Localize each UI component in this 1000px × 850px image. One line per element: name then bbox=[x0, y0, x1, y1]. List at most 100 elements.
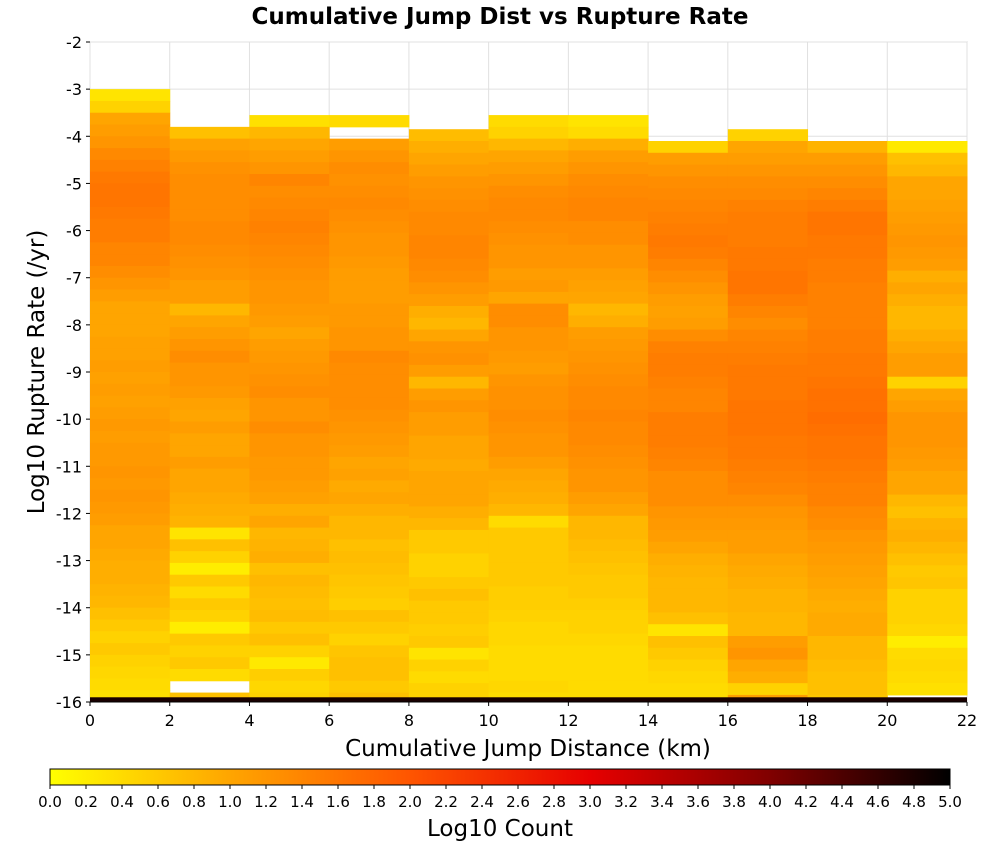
heatmap-cell bbox=[329, 197, 410, 210]
heatmap-cell bbox=[408, 423, 490, 437]
heatmap-cell bbox=[488, 197, 569, 210]
heatmap-cell bbox=[568, 633, 649, 646]
heatmap-cell bbox=[329, 185, 410, 199]
heatmap-cell bbox=[329, 303, 410, 316]
heatmap-cell bbox=[329, 645, 410, 658]
heatmap-cell bbox=[648, 188, 729, 201]
heatmap-cell bbox=[727, 423, 809, 437]
heatmap-cell bbox=[488, 562, 569, 576]
heatmap-cell bbox=[169, 586, 250, 599]
heatmap-cell bbox=[488, 539, 569, 552]
heatmap-cell bbox=[727, 600, 809, 613]
heatmap-cell bbox=[249, 504, 330, 517]
heatmap-cell bbox=[727, 506, 809, 519]
heatmap-cell bbox=[408, 211, 490, 224]
heatmap-cell bbox=[568, 504, 649, 517]
heatmap-cell bbox=[329, 327, 410, 340]
heatmap-cell bbox=[807, 211, 888, 224]
heatmap-cell bbox=[648, 258, 729, 272]
heatmap-cell bbox=[568, 232, 649, 246]
heatmap-cell bbox=[329, 586, 410, 599]
heatmap-cell bbox=[727, 223, 809, 236]
heatmap-cell bbox=[648, 376, 729, 389]
heatmap-cell bbox=[887, 388, 968, 401]
heatmap-cell bbox=[807, 412, 888, 425]
heatmap-cell bbox=[807, 353, 888, 366]
heatmap-cell bbox=[488, 221, 569, 234]
heatmap-cell bbox=[90, 619, 171, 632]
heatmap-cell bbox=[169, 468, 250, 481]
heatmap-cell bbox=[169, 162, 250, 175]
heatmap-cell bbox=[90, 265, 171, 279]
heatmap-cell bbox=[169, 527, 250, 540]
heatmap-cell bbox=[488, 374, 569, 387]
heatmap-cell bbox=[249, 138, 330, 151]
heatmap-cell bbox=[807, 600, 888, 613]
colorbar-tick-label: 1.6 bbox=[326, 793, 350, 811]
x-tick-label: 0 bbox=[85, 711, 95, 730]
heatmap-cell bbox=[249, 209, 330, 222]
heatmap-cell bbox=[169, 197, 250, 210]
heatmap-cell bbox=[249, 303, 330, 316]
heatmap-cell bbox=[648, 364, 729, 378]
heatmap-cell bbox=[329, 232, 410, 246]
heatmap-cell bbox=[408, 388, 490, 401]
heatmap-cell bbox=[648, 317, 729, 331]
heatmap-cell bbox=[807, 565, 888, 578]
heatmap-cell bbox=[408, 129, 490, 142]
heatmap-cell bbox=[887, 353, 968, 366]
heatmap-cell bbox=[169, 315, 250, 328]
heatmap-cell bbox=[887, 364, 968, 378]
heatmap-cell bbox=[727, 152, 809, 166]
heatmap-cell bbox=[408, 317, 490, 331]
heatmap-cell bbox=[727, 282, 809, 295]
heatmap-cell bbox=[249, 115, 330, 128]
heatmap-cell bbox=[727, 164, 809, 177]
heatmap-cell bbox=[249, 221, 330, 234]
heatmap-cell bbox=[408, 329, 490, 342]
heatmap-cell bbox=[408, 152, 490, 166]
heatmap-cell bbox=[807, 659, 888, 672]
heatmap-cell bbox=[408, 659, 490, 672]
heatmap-cell bbox=[488, 680, 569, 694]
heatmap-cell bbox=[169, 539, 250, 552]
heatmap-cell bbox=[727, 188, 809, 201]
heatmap-cell bbox=[648, 624, 729, 637]
heatmap-cell bbox=[329, 480, 410, 493]
heatmap-cell bbox=[887, 471, 968, 484]
colorbar-tick-label: 3.8 bbox=[722, 793, 746, 811]
colorbar-tick-label: 2.4 bbox=[470, 793, 494, 811]
heatmap-cell bbox=[90, 124, 171, 137]
heatmap-cell bbox=[648, 353, 729, 366]
heatmap-cell bbox=[887, 235, 968, 248]
heatmap-cell bbox=[90, 136, 171, 149]
heatmap-cell bbox=[90, 230, 171, 243]
heatmap-cell bbox=[568, 621, 649, 635]
heatmap-cell bbox=[727, 482, 809, 496]
y-tick-label: -14 bbox=[56, 599, 82, 618]
heatmap-cell bbox=[807, 294, 888, 307]
heatmap-cell bbox=[408, 588, 490, 602]
heatmap-cell bbox=[408, 612, 490, 625]
y-tick-label: -10 bbox=[56, 410, 82, 429]
heatmap-cell bbox=[90, 171, 171, 184]
heatmap-cell bbox=[727, 270, 809, 283]
y-tick-label: -13 bbox=[56, 552, 82, 571]
heatmap-cell bbox=[568, 480, 649, 493]
heatmap-cell bbox=[90, 313, 171, 326]
heatmap-cell bbox=[408, 553, 490, 566]
heatmap-cell bbox=[169, 244, 250, 257]
heatmap-cell bbox=[408, 141, 490, 154]
heatmap-cell bbox=[488, 162, 569, 175]
heatmap-cell bbox=[727, 306, 809, 319]
heatmap-cell-bottom-row bbox=[90, 697, 967, 702]
heatmap-cell bbox=[90, 607, 171, 620]
heatmap-cell bbox=[568, 456, 649, 470]
colorbar-tick-label: 1.8 bbox=[362, 793, 386, 811]
heatmap-cell bbox=[568, 598, 649, 611]
colorbar-tick-label: 3.0 bbox=[578, 793, 602, 811]
heatmap-cell bbox=[648, 471, 729, 484]
heatmap-cell bbox=[488, 115, 569, 128]
heatmap-cell bbox=[568, 397, 649, 411]
